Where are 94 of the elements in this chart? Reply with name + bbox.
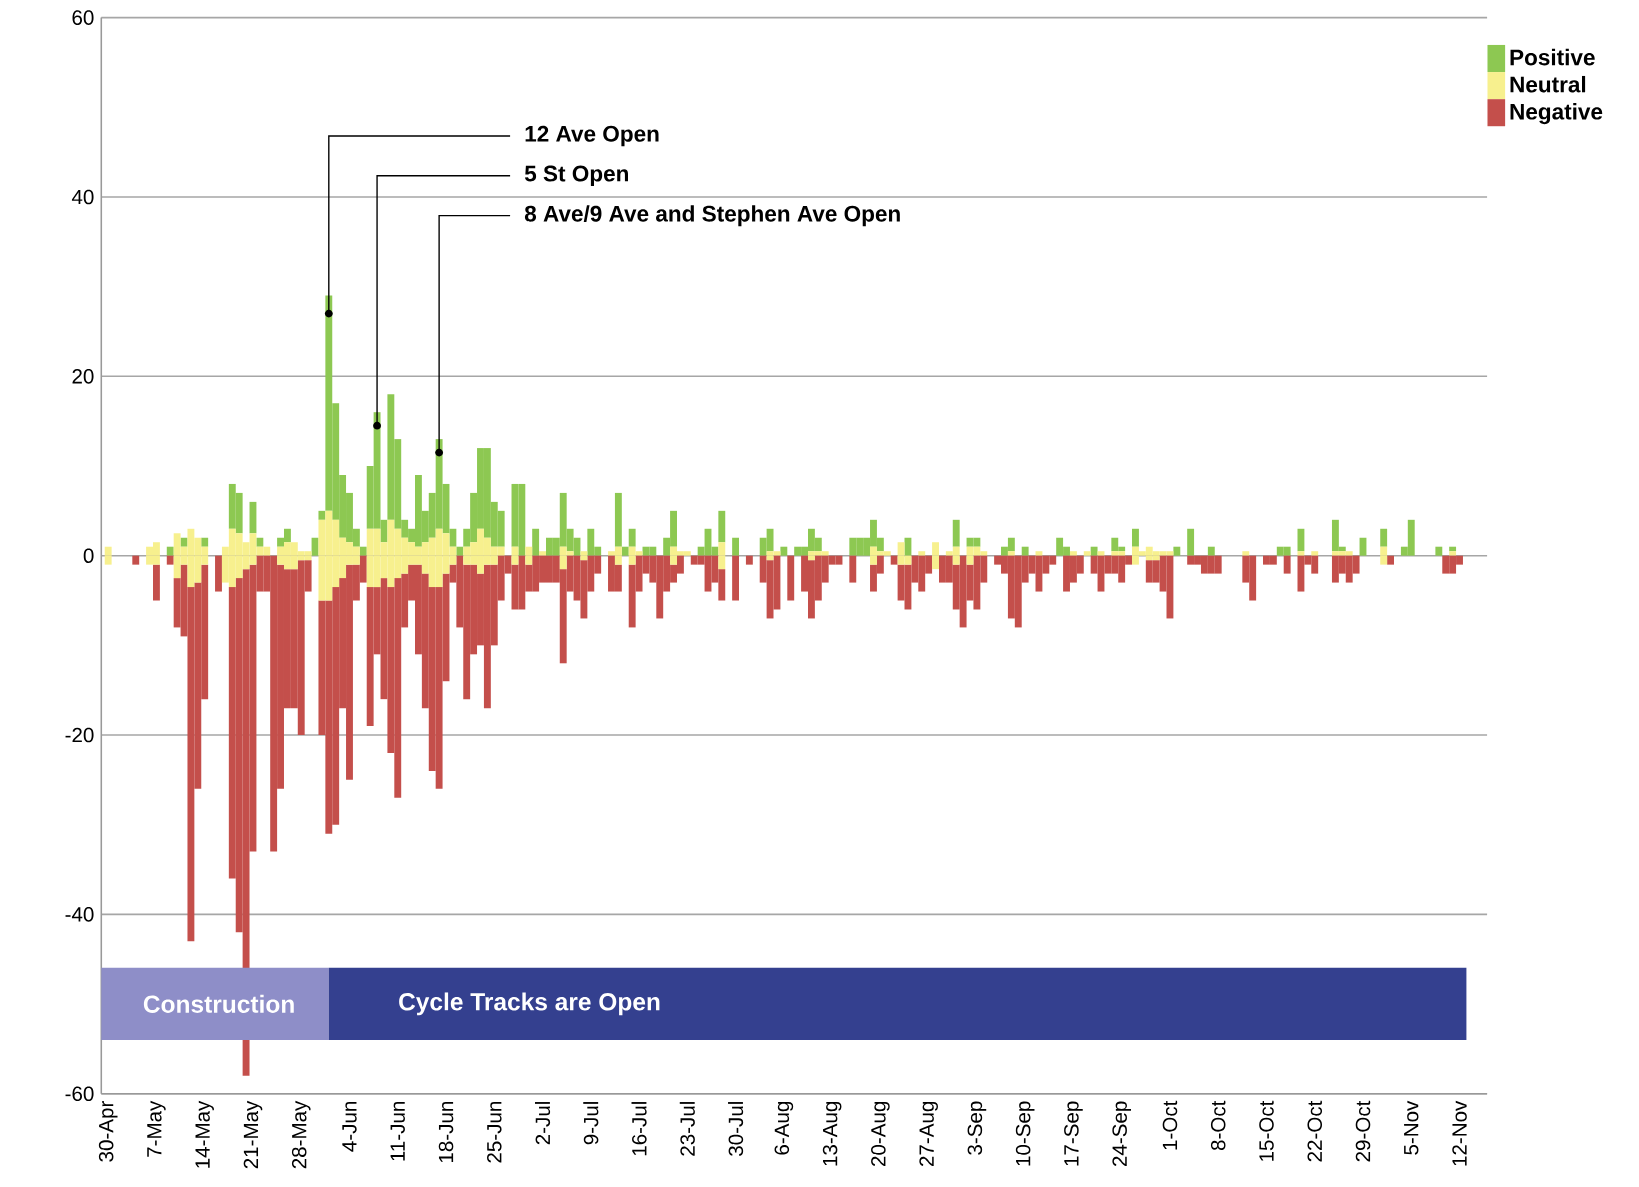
- bar: [201, 537, 209, 547]
- band-label: Cycle Tracks are Open: [399, 992, 660, 1016]
- x-tick-label: 21-May: [243, 1100, 263, 1169]
- bar: [1097, 551, 1105, 556]
- x-tick-label: 12-Nov: [1452, 1100, 1467, 1166]
- x-tick-label: 2-Jul: [534, 1102, 551, 1145]
- bar: [787, 555, 795, 601]
- y-tick-label: 60: [72, 10, 94, 25]
- bar: [166, 546, 174, 556]
- x-tick-label: 1-Oct: [1162, 1100, 1178, 1150]
- bar: [132, 555, 140, 565]
- x-tick-label: 20-Aug: [871, 1102, 890, 1167]
- bar: [1449, 551, 1457, 556]
- bar: [745, 555, 753, 565]
- bar: [628, 528, 636, 547]
- bar: [1132, 528, 1139, 547]
- legend-label: Neutral: [1510, 76, 1586, 93]
- bar: [780, 546, 788, 556]
- bar: [918, 551, 926, 556]
- x-tick-label: 10-Sep: [1015, 1101, 1035, 1166]
- legend-label: Positive: [1510, 48, 1595, 66]
- legend-label: Negative: [1510, 103, 1603, 125]
- y-tick-label: 40: [71, 189, 94, 205]
- bar: [580, 555, 588, 561]
- annotation: 8 Ave/9 Ave and Stephen Ave Open: [524, 205, 900, 227]
- bar: [807, 555, 815, 561]
- bar: [890, 555, 898, 565]
- bar: [1187, 528, 1195, 556]
- x-tick-label: 3-Sep: [967, 1101, 987, 1155]
- bar: [849, 555, 857, 583]
- x-tick-label: 17-Sep: [1064, 1101, 1083, 1166]
- bar: [152, 564, 160, 601]
- bar: [952, 519, 960, 547]
- bar: [732, 555, 740, 601]
- x-tick-label: 6-Aug: [774, 1102, 794, 1155]
- bar: [318, 510, 326, 520]
- y-tick-label: -40: [65, 907, 94, 922]
- bar: [456, 546, 464, 556]
- bar: [1435, 546, 1443, 556]
- x-tick-label: 18-Jun: [438, 1102, 454, 1163]
- bar: [1242, 551, 1250, 556]
- y-tick-label: 0: [83, 548, 94, 564]
- annotation: 12 Ave Open: [525, 125, 659, 147]
- bar: [256, 537, 264, 547]
- bar: [539, 551, 546, 556]
- x-tick-label: 8-Oct: [1210, 1100, 1226, 1151]
- bar: [1007, 551, 1015, 556]
- bar: [1380, 528, 1388, 547]
- annotation: 5 St Open: [524, 165, 628, 187]
- bar: [1090, 546, 1098, 556]
- y-tick-label: -60: [65, 1086, 94, 1102]
- x-tick-label: 22-Oct: [1307, 1100, 1323, 1162]
- x-tick-label: 14-May: [195, 1100, 214, 1168]
- x-tick-label: 30-Apr: [98, 1101, 118, 1162]
- bar: [1297, 528, 1305, 552]
- x-tick-label: 16-Jul: [631, 1102, 647, 1156]
- bar: [621, 546, 629, 556]
- x-tick-label: 15-Oct: [1259, 1100, 1274, 1161]
- bar: [732, 537, 740, 556]
- x-tick-label: 27-Aug: [919, 1102, 938, 1167]
- x-tick-label: 13-Aug: [822, 1102, 842, 1166]
- bar: [718, 510, 726, 543]
- y-tick-label: 20: [72, 369, 94, 384]
- x-tick-label: 23-Jul: [679, 1102, 695, 1156]
- bar: [614, 492, 622, 547]
- bar: [1387, 555, 1395, 565]
- x-tick-label: 29-Oct: [1355, 1100, 1371, 1162]
- band-label: Construction: [143, 994, 294, 1013]
- bar: [766, 555, 774, 561]
- x-tick-label: 11-Jun: [390, 1102, 405, 1161]
- bar: [166, 555, 174, 565]
- x-tick-label: 9-Jul: [583, 1102, 599, 1145]
- y-tick-label: -20: [65, 727, 94, 743]
- bar: [1083, 551, 1091, 556]
- x-tick-label: 24-Sep: [1112, 1101, 1131, 1167]
- bar: [1297, 551, 1305, 556]
- bar: [1449, 546, 1457, 552]
- bar: [1283, 555, 1291, 574]
- x-tick-label: 30-Jul: [728, 1102, 744, 1157]
- bar: [1069, 551, 1077, 556]
- bar: [1311, 551, 1319, 556]
- x-tick-label: 25-Jun: [487, 1102, 502, 1163]
- x-tick-label: 28-May: [291, 1100, 311, 1169]
- bar: [580, 551, 588, 556]
- bar: [532, 528, 540, 556]
- bar: [1035, 551, 1043, 556]
- bar: [1207, 546, 1215, 556]
- bar: [359, 546, 367, 556]
- bar: [1021, 546, 1029, 556]
- x-tick-label: 7-May: [147, 1100, 166, 1157]
- x-tick-label: 5-Nov: [1404, 1100, 1419, 1155]
- x-tick-label: 4-Jun: [342, 1102, 357, 1152]
- bar: [215, 555, 222, 592]
- bar: [1173, 546, 1181, 556]
